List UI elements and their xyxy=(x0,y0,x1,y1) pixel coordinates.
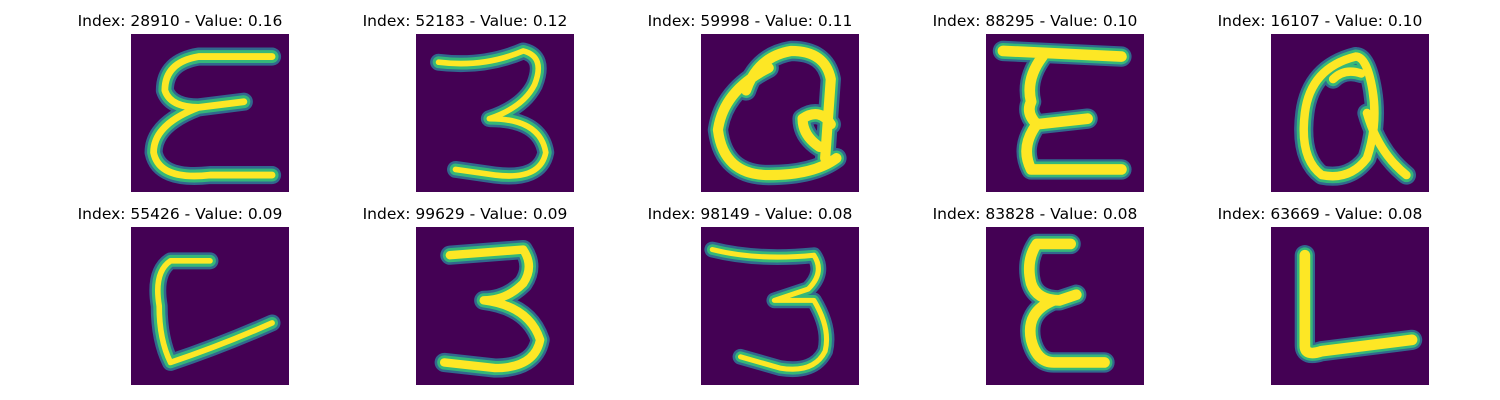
panel-title: Index: 55426 - Value: 0.09 xyxy=(77,205,283,223)
panel-title: Index: 98149 - Value: 0.08 xyxy=(647,205,853,223)
panel-title: Index: 16107 - Value: 0.10 xyxy=(1217,12,1423,30)
panel-1: Index: 28910 - Value: 0.16 xyxy=(30,0,330,195)
handwritten-3-image xyxy=(701,227,859,385)
panel-4: Index: 88295 - Value: 0.10 xyxy=(885,0,1185,195)
panel-title: Index: 28910 - Value: 0.16 xyxy=(77,12,283,30)
panel-7: Index: 99629 - Value: 0.09 xyxy=(315,193,615,388)
handwritten-l-image xyxy=(1271,227,1429,385)
handwritten-3-image xyxy=(416,227,574,385)
panel-title: Index: 52183 - Value: 0.12 xyxy=(362,12,568,30)
handwritten-e-image xyxy=(986,34,1144,192)
panel-title: Index: 59998 - Value: 0.11 xyxy=(647,12,853,30)
handwritten-q-image xyxy=(701,34,859,192)
handwritten-e-image xyxy=(131,34,289,192)
panel-3: Index: 59998 - Value: 0.11 xyxy=(600,0,900,195)
panel-9: Index: 83828 - Value: 0.08 xyxy=(885,193,1185,388)
panel-title: Index: 99629 - Value: 0.09 xyxy=(362,205,568,223)
panel-6: Index: 55426 - Value: 0.09 xyxy=(30,193,330,388)
panel-2: Index: 52183 - Value: 0.12 xyxy=(315,0,615,195)
panel-title: Index: 63669 - Value: 0.08 xyxy=(1217,205,1423,223)
handwritten-l-image xyxy=(131,227,289,385)
panel-8: Index: 98149 - Value: 0.08 xyxy=(600,193,900,388)
panel-10: Index: 63669 - Value: 0.08 xyxy=(1170,193,1470,388)
handwritten-e-image xyxy=(986,227,1144,385)
panel-5: Index: 16107 - Value: 0.10 xyxy=(1170,0,1470,195)
handwritten-q-image xyxy=(1271,34,1429,192)
panel-title: Index: 88295 - Value: 0.10 xyxy=(932,12,1138,30)
panel-title: Index: 83828 - Value: 0.08 xyxy=(932,205,1138,223)
handwritten-3-image xyxy=(416,34,574,192)
